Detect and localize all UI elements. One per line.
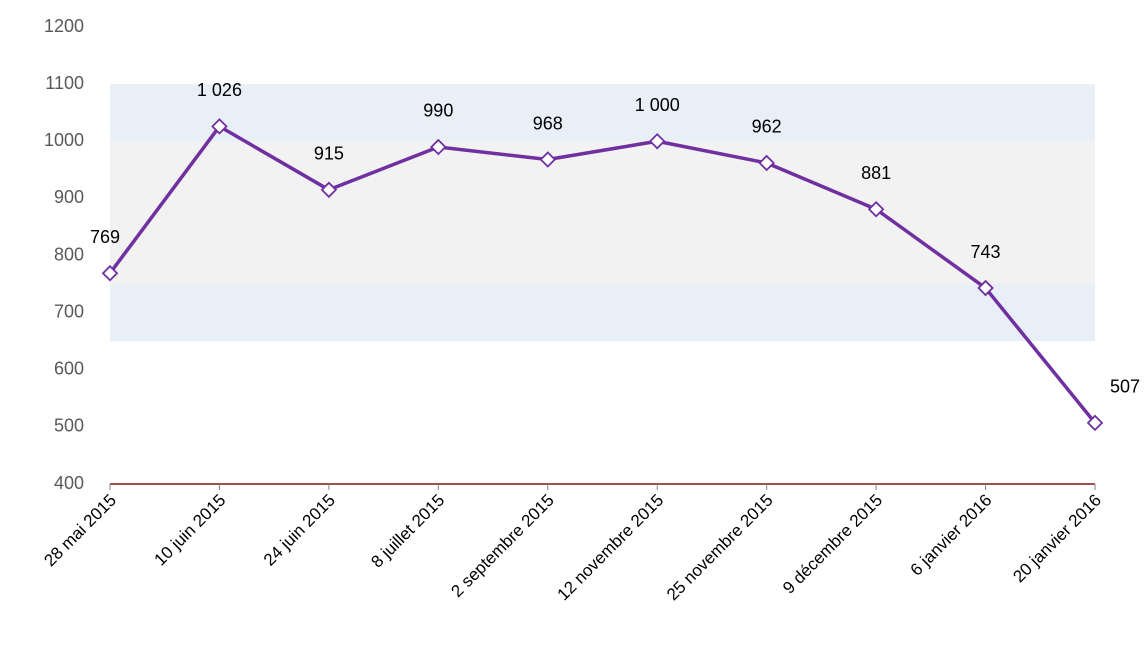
marker — [758, 154, 775, 172]
marker — [1086, 414, 1104, 432]
value-label: 915 — [314, 144, 344, 164]
marker — [648, 132, 666, 150]
y-tick-label: 800 — [54, 244, 84, 264]
y-tick-label: 500 — [54, 416, 84, 436]
value-label: 962 — [752, 117, 782, 137]
value-label: 743 — [971, 242, 1001, 262]
x-tick-label: 6 janvier 2016 — [907, 491, 996, 580]
value-label: 1 000 — [635, 95, 680, 115]
x-tick-label: 25 novembre 2015 — [663, 491, 777, 605]
marker — [430, 138, 447, 156]
value-label: 881 — [861, 163, 891, 183]
marker — [867, 200, 885, 218]
x-tick-label: 24 juin 2015 — [260, 491, 339, 570]
y-tick-label: 1200 — [44, 16, 84, 36]
y-tick-label: 1100 — [45, 73, 84, 93]
value-label: 990 — [423, 101, 453, 121]
x-tick-label: 12 novembre 2015 — [554, 491, 668, 605]
band — [110, 141, 1095, 285]
marker — [211, 118, 228, 135]
x-tick-label: 2 septembre 2015 — [447, 491, 557, 601]
value-label: 1 026 — [197, 80, 242, 100]
value-label: 769 — [90, 227, 120, 247]
y-tick-label: 700 — [54, 301, 84, 321]
marker — [320, 181, 338, 199]
x-tick-label: 9 décembre 2015 — [779, 491, 886, 598]
y-tick-label: 400 — [54, 473, 84, 493]
x-tick-label: 28 mai 2015 — [40, 491, 120, 571]
y-tick-label: 900 — [54, 187, 84, 207]
value-label: 507 — [1110, 377, 1140, 397]
marker — [977, 279, 994, 297]
x-tick-label: 8 juillet 2015 — [367, 491, 448, 572]
marker — [539, 151, 557, 168]
x-tick-label: 20 janvier 2016 — [1009, 491, 1105, 587]
marker — [101, 264, 119, 282]
y-tick-label: 1000 — [44, 130, 84, 150]
line — [108, 124, 1097, 424]
x-tick-label: 10 juin 2015 — [151, 491, 230, 570]
value-label: 968 — [533, 113, 563, 133]
y-tick-label: 600 — [54, 359, 84, 379]
